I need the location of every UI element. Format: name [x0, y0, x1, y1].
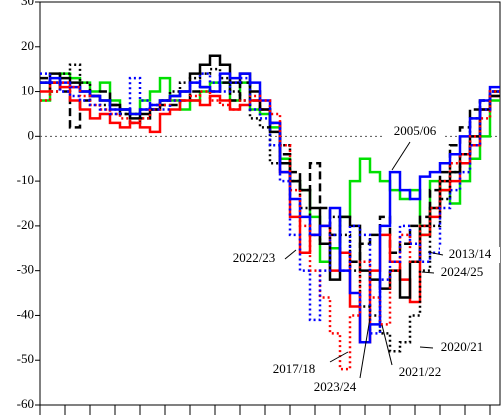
y-tick-label: 0 [28, 127, 35, 142]
label-bg [305, 380, 365, 396]
y-tick-label: -10 [17, 172, 34, 187]
y-tick-label: -40 [17, 306, 34, 321]
series-label: 2022/23 [233, 250, 276, 265]
label-arrow [329, 351, 349, 363]
series-label: 2021/22 [399, 364, 442, 379]
series-line [40, 72, 500, 335]
y-tick-label: 20 [21, 38, 34, 53]
label-arrow [381, 324, 393, 366]
label-arrow [427, 251, 444, 256]
y-tick-label: -60 [17, 396, 34, 411]
series-label: 2020/21 [441, 339, 484, 354]
y-tick-label: -30 [17, 262, 34, 277]
series-label: 2023/24 [314, 379, 357, 394]
series-line [40, 81, 500, 371]
label-arrow [421, 271, 435, 274]
label-bg [390, 365, 450, 381]
series-label: 2005/06 [394, 123, 437, 138]
label-arrow [284, 249, 297, 260]
label-bg [432, 340, 492, 356]
label-arrow [359, 317, 371, 379]
label-bg [224, 251, 284, 267]
y-tick-label: -50 [17, 351, 34, 366]
label-bg [440, 247, 500, 263]
label-arrow [391, 141, 411, 171]
label-bg [385, 124, 445, 140]
series-label: 2024/25 [441, 264, 484, 279]
y-tick-label: 30 [21, 0, 34, 8]
series-label: 2017/18 [273, 361, 316, 376]
label-bg [264, 362, 324, 378]
label-bg [432, 265, 492, 281]
y-tick-label: 10 [21, 83, 34, 98]
y-tick-label: -20 [17, 217, 34, 232]
plot-frame [39, 1, 501, 406]
label-arrow [419, 346, 434, 349]
series-label: 2013/14 [449, 246, 492, 261]
series-line [40, 72, 500, 344]
